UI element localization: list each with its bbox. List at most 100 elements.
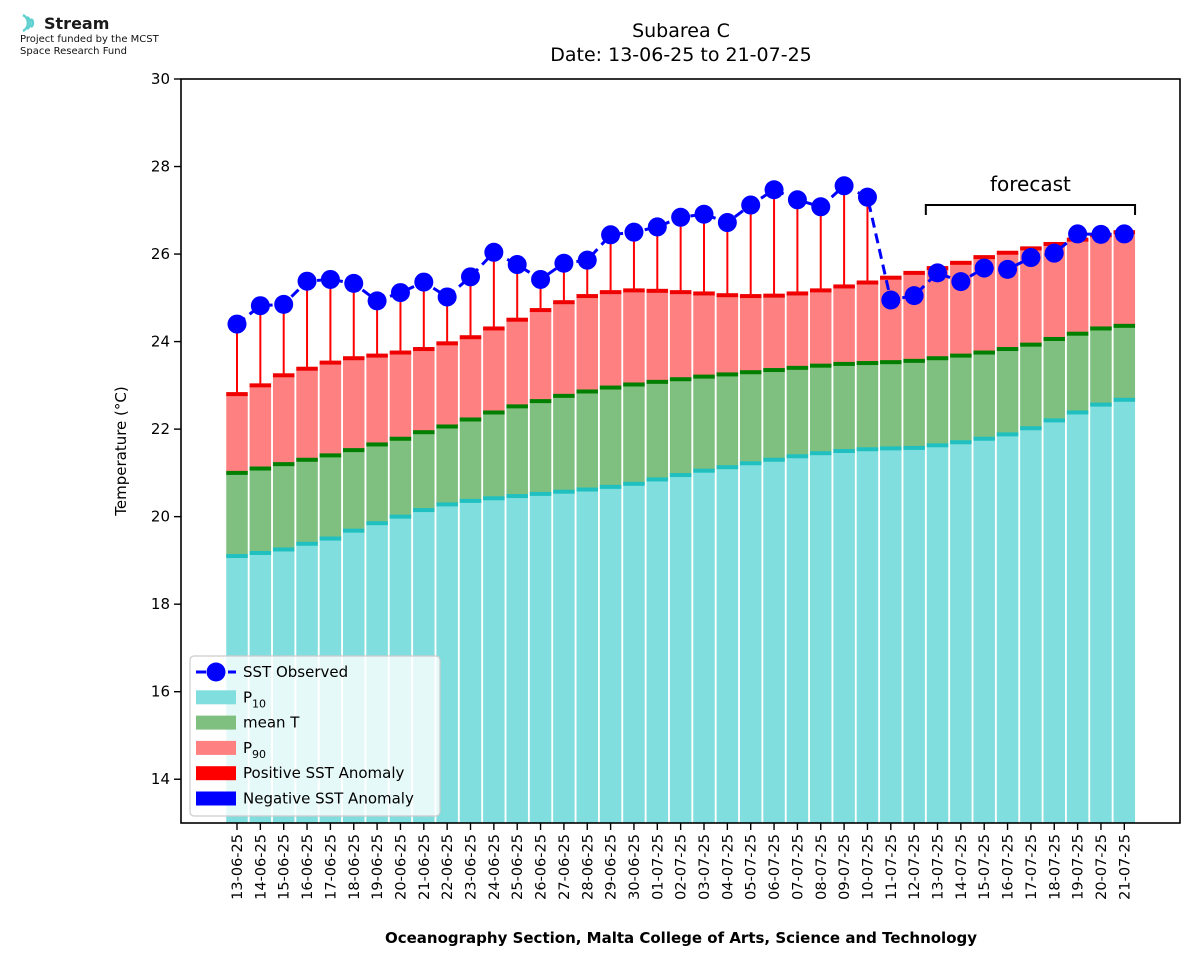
p10-cap bbox=[553, 489, 575, 494]
p90-bar bbox=[1043, 243, 1065, 339]
p90-bar bbox=[343, 358, 365, 451]
mean-cap bbox=[1113, 323, 1136, 328]
p10-cap bbox=[576, 487, 598, 492]
p10-bar bbox=[880, 448, 902, 823]
p10-bar bbox=[763, 459, 785, 823]
mean-cap bbox=[996, 347, 1019, 352]
x-tick-label: 29-06-25 bbox=[604, 834, 620, 900]
observed-point bbox=[531, 269, 551, 289]
p90-bar bbox=[926, 268, 949, 359]
observed-point bbox=[601, 225, 621, 245]
observed-point bbox=[857, 187, 877, 207]
p10-bar bbox=[973, 438, 995, 823]
p10-cap bbox=[763, 457, 785, 462]
p90-bar bbox=[786, 293, 809, 368]
x-tick-label: 26-06-25 bbox=[534, 834, 550, 900]
mean-bar bbox=[413, 432, 435, 511]
mean-bar bbox=[693, 376, 715, 471]
p90-cap bbox=[950, 260, 972, 265]
x-tick-label: 03-07-25 bbox=[697, 834, 713, 900]
mean-bar bbox=[739, 372, 762, 464]
p90-bar bbox=[319, 362, 342, 456]
p10-bar bbox=[716, 467, 739, 823]
mean-bar bbox=[1090, 328, 1112, 405]
p90-bar bbox=[1090, 235, 1112, 329]
p10-bar bbox=[856, 449, 879, 823]
p90-bar bbox=[529, 310, 552, 402]
p10-cap bbox=[366, 521, 388, 526]
observed-point bbox=[437, 287, 457, 307]
x-tick-label: 25-06-25 bbox=[510, 834, 526, 900]
observed-point bbox=[227, 314, 247, 334]
observed-point bbox=[1021, 248, 1041, 268]
p90-bar bbox=[693, 293, 715, 377]
mean-cap bbox=[856, 361, 879, 366]
mean-cap bbox=[226, 470, 248, 475]
p10-bar bbox=[903, 447, 925, 823]
p90-bar bbox=[669, 292, 692, 380]
x-tick-label: 05-07-25 bbox=[744, 834, 760, 900]
p10-bar bbox=[950, 442, 972, 823]
mean-cap bbox=[926, 356, 949, 361]
p10-bar bbox=[786, 456, 809, 823]
logo-subtitle-line-1: Project funded by the MCST bbox=[20, 34, 159, 45]
p90-cap bbox=[996, 250, 1019, 255]
mean-bar bbox=[576, 391, 598, 490]
x-tick-label: 08-07-25 bbox=[814, 834, 830, 900]
p10-cap bbox=[739, 461, 762, 466]
p10-bar bbox=[553, 491, 575, 823]
legend: SST Observed P10 mean T P90 Positive SST Ano… bbox=[189, 655, 441, 817]
mean-cap bbox=[296, 457, 318, 462]
p90-bar bbox=[623, 290, 645, 385]
p10-cap bbox=[1066, 410, 1089, 415]
p90-bar bbox=[973, 257, 995, 353]
x-tick-label: 28-06-25 bbox=[580, 834, 596, 900]
x-tick-label: 15-06-25 bbox=[277, 834, 293, 900]
mean-cap bbox=[950, 353, 972, 358]
p10-bar bbox=[996, 434, 1019, 823]
observed-point bbox=[507, 255, 527, 275]
mean-bar bbox=[272, 464, 295, 550]
x-tick-label: 16-06-25 bbox=[300, 834, 316, 900]
mean-bar bbox=[973, 352, 995, 439]
p10-cap bbox=[973, 436, 995, 441]
p10-bar bbox=[1090, 404, 1112, 823]
x-tick-label: 24-06-25 bbox=[487, 834, 503, 900]
p10-bar bbox=[1020, 428, 1042, 823]
mean-bar bbox=[436, 426, 458, 505]
x-tick-label: 18-06-25 bbox=[347, 834, 363, 900]
p10-bar bbox=[693, 470, 715, 823]
mean-cap bbox=[272, 462, 295, 467]
p10-bar bbox=[739, 463, 762, 823]
p90-bar bbox=[903, 272, 925, 361]
mean-cap bbox=[763, 368, 785, 373]
p10-cap bbox=[669, 473, 692, 478]
p90-bar bbox=[716, 295, 739, 375]
mean-cap bbox=[366, 442, 388, 447]
mean-cap bbox=[529, 399, 552, 404]
p90-bar bbox=[739, 296, 762, 373]
mean-cap bbox=[786, 365, 809, 370]
y-tick-label: 22 bbox=[151, 420, 170, 438]
observed-point bbox=[904, 286, 924, 306]
legend-positive-swatch bbox=[196, 766, 236, 781]
mean-bar bbox=[249, 468, 272, 553]
p10-cap bbox=[880, 446, 902, 451]
p90-bar bbox=[506, 319, 528, 407]
observed-point bbox=[320, 269, 340, 289]
legend-negative-label: Negative SST Anomaly bbox=[243, 790, 414, 808]
mean-bar bbox=[903, 360, 925, 448]
p10-bar bbox=[576, 489, 598, 823]
p90-bar bbox=[576, 296, 598, 392]
x-tick-label: 17-06-25 bbox=[323, 834, 339, 900]
mean-bar bbox=[623, 384, 645, 484]
x-tick-label: 21-06-25 bbox=[417, 834, 433, 900]
p90-bar bbox=[880, 277, 902, 363]
mean-cap bbox=[880, 360, 902, 365]
p10-bar bbox=[623, 483, 645, 823]
p10-cap bbox=[459, 498, 482, 503]
p10-cap bbox=[856, 447, 879, 452]
p10-bar bbox=[459, 500, 482, 823]
p90-bar bbox=[810, 290, 832, 366]
